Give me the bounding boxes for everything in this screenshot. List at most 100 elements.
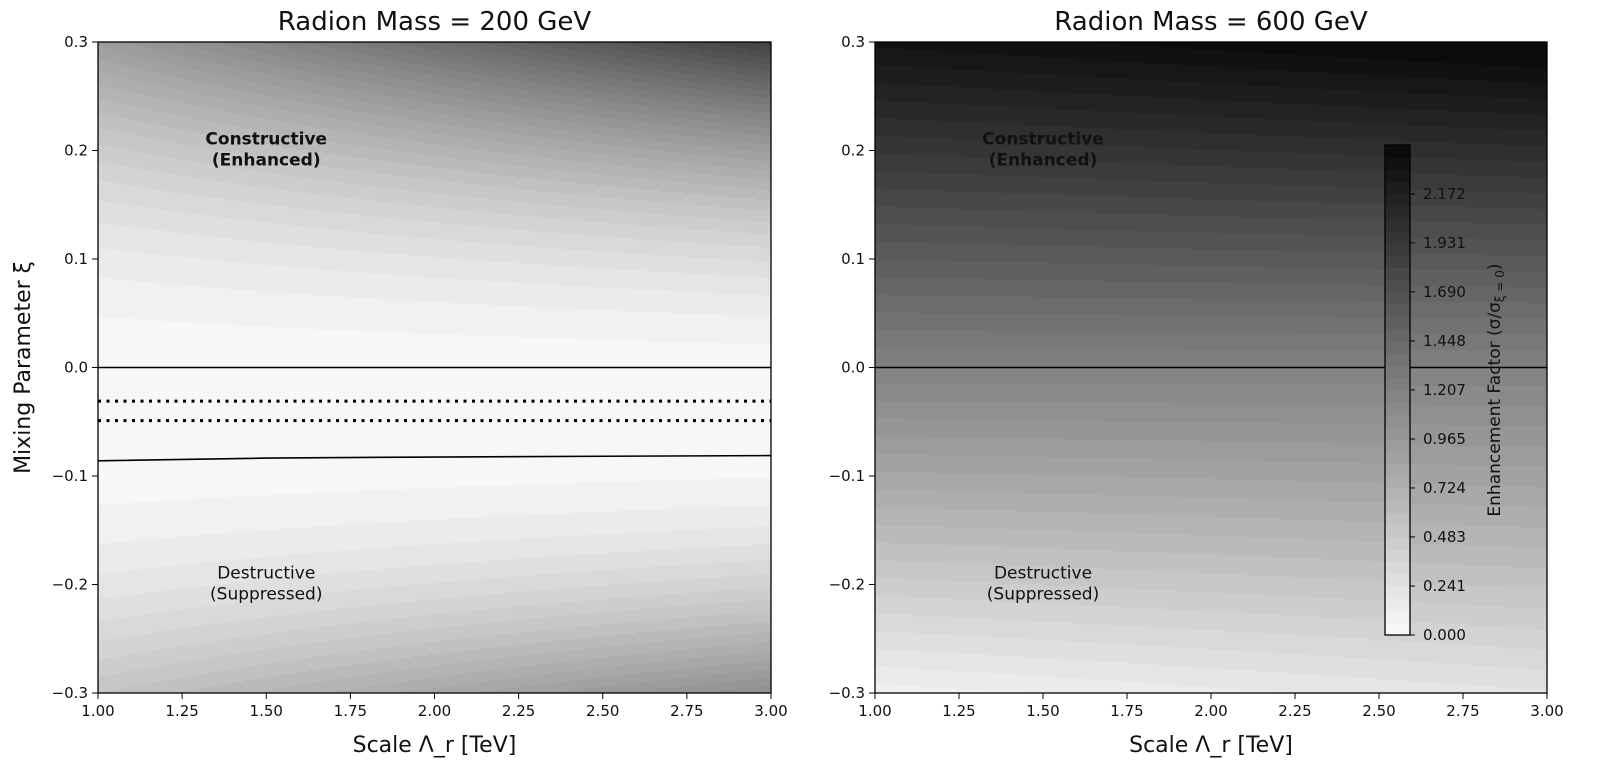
colorbar-level xyxy=(1385,255,1410,268)
annotation-line: (Enhanced) xyxy=(989,151,1098,171)
colorbar-level xyxy=(1385,218,1410,232)
annotation-line: Destructive xyxy=(217,564,315,584)
colorbar-tick-label: 0.000 xyxy=(1423,626,1466,644)
colorbar-level xyxy=(1385,463,1410,477)
colorbar-level xyxy=(1385,341,1410,354)
x-tick-label: 1.75 xyxy=(1110,702,1143,720)
colorbar-tick-label: 0.965 xyxy=(1423,430,1466,448)
colorbar-level xyxy=(1385,328,1410,342)
colorbar-level xyxy=(1385,426,1410,440)
x-tick-label: 2.75 xyxy=(670,702,703,720)
colorbar-level xyxy=(1385,145,1410,158)
x-tick-label: 2.00 xyxy=(418,702,451,720)
y-tick-label: −0.2 xyxy=(52,576,88,594)
colorbar-tick-label: 1.931 xyxy=(1423,234,1466,252)
y-tick-label: −0.1 xyxy=(829,467,865,485)
y-tick-label: 0.3 xyxy=(841,33,865,51)
colorbar-level xyxy=(1385,353,1410,366)
colorbar-level xyxy=(1385,537,1410,550)
chart-title: Radion Mass = 200 GeV xyxy=(278,7,592,37)
colorbar-level xyxy=(1385,316,1410,330)
x-tick-label: 2.00 xyxy=(1194,702,1227,720)
colorbar-level xyxy=(1385,549,1410,562)
annotation-line: Constructive xyxy=(982,130,1104,150)
colorbar-level xyxy=(1385,181,1410,195)
colorbar-level xyxy=(1385,610,1410,624)
y-tick-label: −0.3 xyxy=(52,684,88,702)
colorbar-level xyxy=(1385,304,1410,317)
colorbar-label: Enhancement Factor (σ/σξ = 0) xyxy=(1485,263,1507,516)
colorbar-level xyxy=(1385,586,1410,599)
colorbar-level xyxy=(1385,243,1410,256)
colorbar: 0.000 0.241 0.483 0.724 0.965 1.207 1.448 1.690… xyxy=(1384,144,1507,644)
annotation-line: Destructive xyxy=(994,564,1092,584)
annotation-line: (Suppressed) xyxy=(210,585,322,605)
x-tick-label: 1.50 xyxy=(1026,702,1059,720)
colorbar-level xyxy=(1385,414,1410,428)
x-tick-label: 3.00 xyxy=(1530,702,1563,720)
colorbar-level xyxy=(1385,598,1410,611)
x-tick-label: 1.25 xyxy=(942,702,975,720)
y-tick-label: 0.0 xyxy=(841,359,865,377)
chart-title: Radion Mass = 600 GeV xyxy=(1054,7,1368,37)
colorbar-level xyxy=(1385,279,1410,293)
annotation-line: (Suppressed) xyxy=(987,585,1099,605)
y-tick-label: 0.1 xyxy=(841,250,865,268)
annotation-line: Constructive xyxy=(205,130,327,150)
y-tick-label: 0.2 xyxy=(64,142,88,160)
x-tick-label: 1.25 xyxy=(165,702,198,720)
y-tick-label: −0.1 xyxy=(52,467,88,485)
y-tick-label: 0.0 xyxy=(64,359,88,377)
colorbar-level xyxy=(1385,169,1410,183)
colorbar-level xyxy=(1385,573,1410,587)
y-tick-label: 0.1 xyxy=(64,250,88,268)
annotation-line: (Enhanced) xyxy=(212,151,321,171)
colorbar-level xyxy=(1385,512,1410,526)
colorbar-tick-label: 0.483 xyxy=(1423,528,1466,546)
plot-panel-2: Constructive (Enhanced) Destructive (Suppre… xyxy=(829,7,1564,758)
x-tick-label: 1.50 xyxy=(250,702,283,720)
x-tick-label: 1.00 xyxy=(858,702,891,720)
x-tick-label: 1.75 xyxy=(334,702,367,720)
colorbar-level xyxy=(1385,157,1410,170)
y-tick-label: −0.3 xyxy=(829,684,865,702)
x-tick-label: 2.25 xyxy=(502,702,535,720)
colorbar-label-main: Enhancement Factor (σ/σ xyxy=(1485,302,1505,517)
colorbar-level xyxy=(1385,451,1410,464)
annotation: Constructive (Enhanced) xyxy=(982,130,1104,171)
colorbar-level xyxy=(1385,500,1410,513)
colorbar-level xyxy=(1385,194,1410,207)
x-axis-label: Scale Λ_r [TeV] xyxy=(1129,733,1293,758)
colorbar-level xyxy=(1385,365,1410,379)
colorbar-tick-label: 0.724 xyxy=(1423,479,1466,497)
x-tick-label: 1.00 xyxy=(81,702,114,720)
plot-panel-1: Constructive (Enhanced) Destructive (Suppre… xyxy=(11,7,788,758)
annotation: Destructive (Suppressed) xyxy=(210,564,322,605)
solid-contour-line xyxy=(97,454,772,462)
colorbar-tick-label: 1.448 xyxy=(1423,332,1466,350)
x-tick-label: 3.00 xyxy=(754,702,787,720)
colorbar-level xyxy=(1385,524,1410,538)
x-tick-label: 2.75 xyxy=(1446,702,1479,720)
colorbar-label-subscript: ξ = 0 xyxy=(1493,270,1507,302)
colorbar-tick-label: 1.207 xyxy=(1423,381,1466,399)
y-tick-label: 0.3 xyxy=(64,33,88,51)
colorbar-tick-label: 1.690 xyxy=(1423,283,1466,301)
y-axis-label: Mixing Parameter ξ xyxy=(11,261,36,474)
x-tick-label: 2.25 xyxy=(1278,702,1311,720)
x-axis-label: Scale Λ_r [TeV] xyxy=(353,733,517,758)
x-tick-label: 2.50 xyxy=(1362,702,1395,720)
colorbar-level xyxy=(1385,292,1410,305)
colorbar-level xyxy=(1385,267,1410,281)
colorbar-level xyxy=(1385,488,1410,501)
colorbar-tick-label: 0.241 xyxy=(1423,577,1466,595)
colorbar-level xyxy=(1385,206,1410,219)
colorbar-level xyxy=(1385,561,1410,575)
y-tick-label: 0.2 xyxy=(841,142,865,160)
colorbar-level xyxy=(1385,230,1410,244)
colorbar-level xyxy=(1385,622,1410,636)
colorbar-label-end: ) xyxy=(1485,263,1505,270)
colorbar-level xyxy=(1385,439,1410,452)
colorbar-level xyxy=(1385,377,1410,391)
